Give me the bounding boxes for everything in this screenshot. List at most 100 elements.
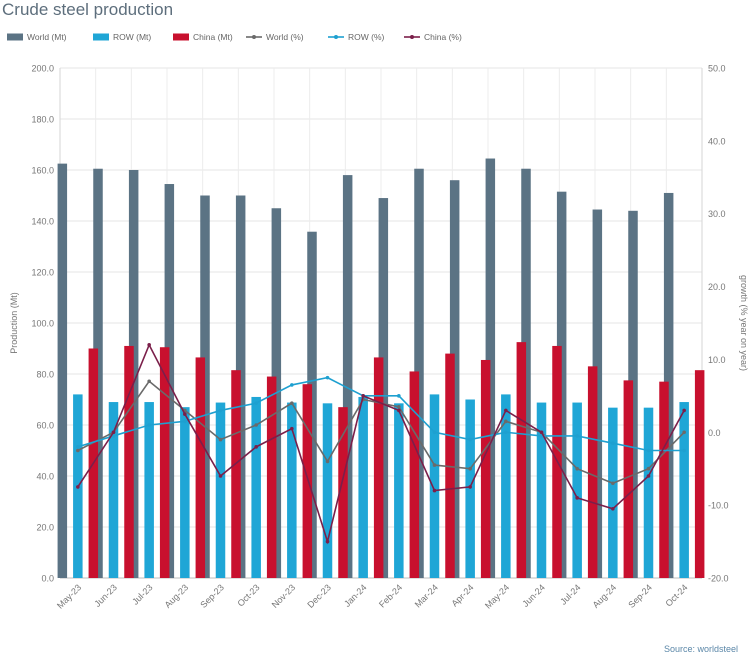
bar-row-mt [679,402,689,578]
bar-row-mt [501,394,511,578]
bar-china-mt [587,366,598,578]
bar-row-mt [322,403,333,578]
bar-row-mt [287,402,297,578]
y-tick-label: 80.0 [36,370,54,380]
x-tick-label: Mar-24 [413,582,440,609]
bar-world-mt [57,163,68,578]
point-china [611,506,615,511]
y2-tick-label: -20.0 [708,574,729,584]
x-tick-label: Sep-23 [198,582,226,610]
y-axis-title: Production (Mt) [9,292,19,354]
point-row [575,434,579,438]
point-world [218,437,223,442]
point-row [397,394,401,398]
bar-row-mt [572,402,582,578]
line-row [77,376,685,452]
x-tick-label: Jun-24 [520,582,547,609]
point-china [76,485,80,489]
y2-tick-label: -10.0 [708,501,729,511]
x-tick-label: Dec-23 [305,582,333,610]
y-tick-label: 160.0 [31,166,54,176]
legend-marker [334,35,338,39]
point-world [682,430,686,435]
point-world [468,466,472,471]
legend-label: China (Mt) [193,32,233,42]
y2-tick-label: 20.0 [708,282,726,292]
point-china [397,408,401,413]
point-china [468,485,472,489]
legend-marker [252,35,256,39]
point-row [76,445,80,449]
point-world [432,463,437,467]
bar-china-mt [445,353,455,578]
bar-row-mt [429,394,440,578]
bar-china-mt [159,347,170,578]
bar-row-mt [108,402,119,578]
point-world [611,481,615,486]
legend-marker [410,35,414,39]
point-china [361,394,365,398]
legend-swatch [7,33,23,41]
x-tick-label: May-23 [55,582,83,610]
point-china [682,408,686,413]
point-row [611,441,615,446]
x-tick-label: Jul-23 [130,582,154,606]
bar-row-mt [465,399,475,578]
x-tick-label: Nov-23 [270,582,298,610]
point-china [254,445,258,449]
y-tick-label: 120.0 [31,268,54,278]
bar-row-mt [144,402,154,578]
bar-row-mt [643,407,654,578]
y2-tick-label: 50.0 [708,64,726,74]
y2-tick-label: 30.0 [708,209,726,219]
point-row [504,430,508,435]
line-china [77,342,685,545]
bar-row-mt [358,396,368,578]
point-row [183,419,187,424]
bar-china-mt [409,371,420,578]
bar-china-mt [124,345,134,578]
x-tick-label: Sep-24 [626,582,654,610]
bar-world-mt [342,175,353,578]
y2-tick-label: 0.0 [708,428,721,438]
point-world [575,466,579,471]
bar-china-mt [516,342,527,578]
y-tick-label: 200.0 [31,64,54,74]
source-note: Source: worldsteel [663,644,738,654]
y-tick-label: 0.0 [41,574,54,584]
legend-label: World (Mt) [27,32,67,42]
y2-axis-title: growth (% year on year) [739,275,749,371]
legend-swatch [173,33,189,41]
point-row [682,448,686,453]
point-world [254,423,258,427]
point-row [325,375,330,380]
x-tick-label: Jul-24 [558,582,582,606]
x-tick-label: Jan-24 [342,582,369,609]
legend-swatch [93,33,109,41]
y-tick-label: 140.0 [31,217,54,227]
x-tick-label: Oct-23 [235,582,261,608]
legend-label: ROW (Mt) [113,32,151,42]
bar-row-mt [608,407,618,578]
point-china [147,343,151,347]
bar-china-mt [266,376,277,578]
point-world [290,401,294,405]
point-world [76,448,80,453]
bar-row-mt [394,403,404,578]
point-row [254,401,258,405]
legend-label: World (%) [266,32,304,42]
y-tick-label: 40.0 [36,472,54,482]
x-tick-label: Feb-24 [377,582,404,609]
point-china [218,474,223,478]
point-row [432,430,437,435]
bar-china-mt [694,370,705,578]
x-tick-label: May-24 [483,582,511,610]
bar-china-mt [302,384,313,578]
point-world [147,379,151,384]
point-china [575,496,579,500]
point-china [111,430,116,435]
y-tick-label: 20.0 [36,523,54,533]
y-tick-label: 180.0 [31,115,54,125]
point-china [432,488,437,493]
